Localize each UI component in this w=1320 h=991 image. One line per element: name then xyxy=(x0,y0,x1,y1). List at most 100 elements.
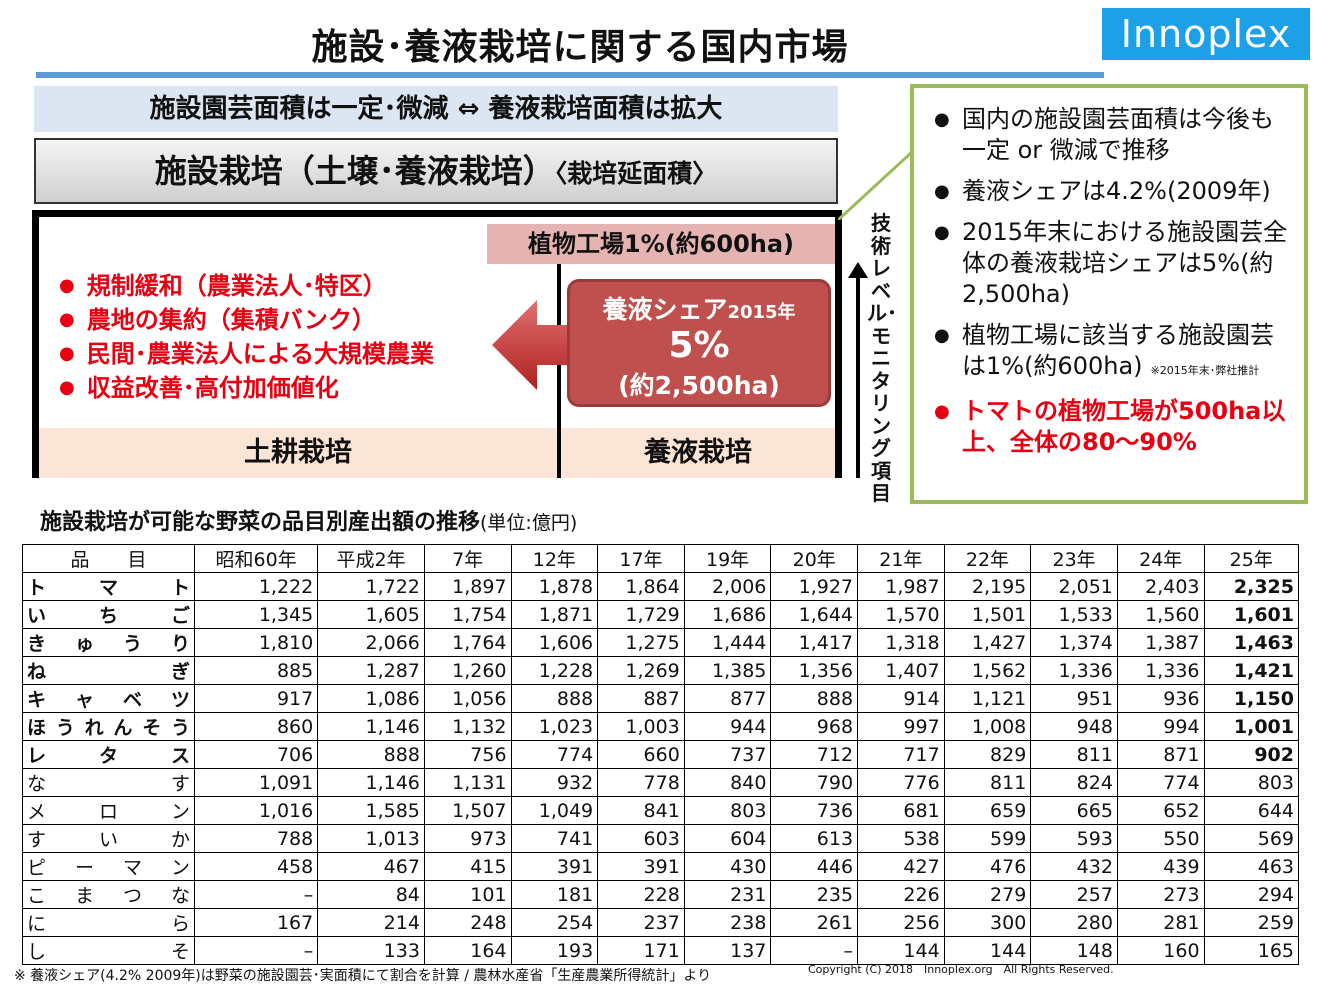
output-value: 1,427 xyxy=(943,628,1032,657)
output-value: 1,444 xyxy=(683,628,772,657)
callout-connector xyxy=(838,150,914,220)
hydroponic-share-box: 養液シェア2015年 5% (約2,500ha) xyxy=(567,279,831,407)
output-value: 887 xyxy=(597,684,685,713)
output-value: 1,260 xyxy=(423,656,512,685)
output-value: 885 xyxy=(193,656,319,685)
output-value: 2,006 xyxy=(683,572,772,601)
output-value: 788 xyxy=(193,824,319,853)
output-value: 860 xyxy=(193,712,319,741)
output-value: 1,871 xyxy=(510,600,599,629)
output-value: 706 xyxy=(193,740,319,769)
table-row: メロン 1,016 1,585 1,507 1,049 841 803 736 681 659 66… xyxy=(22,796,1300,825)
driver-item: 規制緩和（農業法人･特区） xyxy=(59,269,434,303)
output-value: 427 xyxy=(857,852,945,881)
header-item: 品 目 xyxy=(22,544,195,573)
output-value: 1,810 xyxy=(193,628,319,657)
output-value: 1,507 xyxy=(423,796,512,825)
output-value: 165 xyxy=(1203,936,1300,965)
output-value: 300 xyxy=(943,908,1032,937)
output-value: 1,121 xyxy=(943,684,1032,713)
output-value: 261 xyxy=(770,908,859,937)
output-value: 1,987 xyxy=(857,572,945,601)
share-area: (約2,500ha) xyxy=(618,371,780,400)
output-value: 951 xyxy=(1030,684,1118,713)
output-value: 467 xyxy=(317,852,425,881)
output-value: 1,336 xyxy=(1116,656,1205,685)
output-value: 932 xyxy=(510,768,599,797)
market-notes-box: 国内の施設園芸面積は今後も一定 or 微減で推移 養液シェアは4.2%(2009… xyxy=(910,84,1308,504)
crop-name: ほうれんそう xyxy=(22,712,195,741)
output-value: 137 xyxy=(683,936,772,965)
output-value: 1,374 xyxy=(1030,628,1118,657)
footnote: ※ 養液シェア(4.2% 2009年)は野菜の施設園芸･実面積にて割合を計算 /… xyxy=(14,968,712,984)
output-value: 1,570 xyxy=(857,600,945,629)
output-value: 1,008 xyxy=(943,712,1032,741)
output-value: 193 xyxy=(510,936,599,965)
output-value: 160 xyxy=(1116,936,1205,965)
table-row: ほうれんそう 860 1,146 1,132 1,023 1,003 944 968 997 1,… xyxy=(22,712,1300,741)
output-value: 1,275 xyxy=(597,628,685,657)
driver-list: 規制緩和（農業法人･特区） 農地の集約（集積バンク） 民間･農業法人による大規模… xyxy=(59,269,434,405)
output-value: 280 xyxy=(1030,908,1118,937)
output-value: 659 xyxy=(943,796,1032,825)
output-value: 944 xyxy=(683,712,772,741)
output-value: 171 xyxy=(597,936,685,965)
output-value: 717 xyxy=(857,740,945,769)
tomato-highlight: トマトの植物工場が500ha以上、全体の80～90% xyxy=(934,396,1294,458)
output-value: – xyxy=(193,936,319,965)
table-row: こまつな –84 101 181 228 231 235 226 279 257 273 294 xyxy=(22,880,1300,909)
output-value: 736 xyxy=(770,796,859,825)
output-value: 1,585 xyxy=(317,796,425,825)
output-value: 778 xyxy=(597,768,685,797)
header-year: 20年 xyxy=(770,544,859,573)
output-value: 604 xyxy=(683,824,772,853)
output-value: 888 xyxy=(317,740,425,769)
output-value: 1,336 xyxy=(1030,656,1118,685)
output-value: 1,222 xyxy=(193,572,319,601)
output-value: 1,764 xyxy=(423,628,512,657)
output-value: 811 xyxy=(943,768,1032,797)
output-value: 1,601 xyxy=(1203,600,1300,629)
output-value: 1,897 xyxy=(423,572,512,601)
output-value: 1,385 xyxy=(683,656,772,685)
output-value: 1,228 xyxy=(510,656,599,685)
output-value: 593 xyxy=(1030,824,1118,853)
output-value: 603 xyxy=(597,824,685,853)
output-value: 888 xyxy=(510,684,599,713)
output-value: 613 xyxy=(770,824,859,853)
output-value: 756 xyxy=(423,740,512,769)
table-row: きゅうり 1,810 2,066 1,764 1,606 1,275 1,444 1,417 1… xyxy=(22,628,1300,657)
output-value: 391 xyxy=(597,852,685,881)
output-value: 1,387 xyxy=(1116,628,1205,657)
output-value: 1,417 xyxy=(770,628,859,657)
area-trend-banner: 施設園芸面積は一定･微減 ⇔ 養液栽培面積は拡大 xyxy=(34,86,838,132)
output-value: 1,729 xyxy=(597,600,685,629)
output-value: 1,016 xyxy=(193,796,319,825)
output-value: 1,086 xyxy=(317,684,425,713)
output-value: 550 xyxy=(1116,824,1205,853)
title-underline xyxy=(36,72,1104,78)
table-row: トマト 1,222 1,722 1,897 1,878 1,864 2,006 1,927 1,… xyxy=(22,572,1300,601)
output-value: 1,686 xyxy=(683,600,772,629)
vegetable-output-table: 品 目 昭和60年 平成2年 7年 12年 17年 19年 20年 21年 22年 23年 24年 2… xyxy=(22,544,1300,965)
crop-name: レタス xyxy=(22,740,195,769)
output-value: 458 xyxy=(193,852,319,881)
header-year: 22年 xyxy=(943,544,1032,573)
output-value: 824 xyxy=(1030,768,1118,797)
output-value: 803 xyxy=(1203,768,1300,797)
table-row: にら 167 214 248 254 237 238 261 256 300 280 281 259 xyxy=(22,908,1300,937)
table-row: レタス 706 888 756 774 660 737 712 717 829 811 871 902 xyxy=(22,740,1300,769)
up-arrow-icon xyxy=(848,262,868,478)
hydroponic-cultivation-label: 養液栽培 xyxy=(561,428,835,478)
output-value: 1,146 xyxy=(317,768,425,797)
crop-name: いちご xyxy=(22,600,195,629)
table-row: ピーマン 458 467 415 391 391 430 446 427 476 432 439 463 xyxy=(22,852,1300,881)
output-value: 446 xyxy=(770,852,859,881)
output-value: 294 xyxy=(1203,880,1300,909)
header-year: 12年 xyxy=(510,544,599,573)
driver-item: 収益改善･高付加価値化 xyxy=(59,371,434,405)
soil-cultivation-label: 土耕栽培 xyxy=(39,428,557,478)
output-value: 476 xyxy=(943,852,1032,881)
output-value: 803 xyxy=(683,796,772,825)
output-value: 2,403 xyxy=(1116,572,1205,601)
